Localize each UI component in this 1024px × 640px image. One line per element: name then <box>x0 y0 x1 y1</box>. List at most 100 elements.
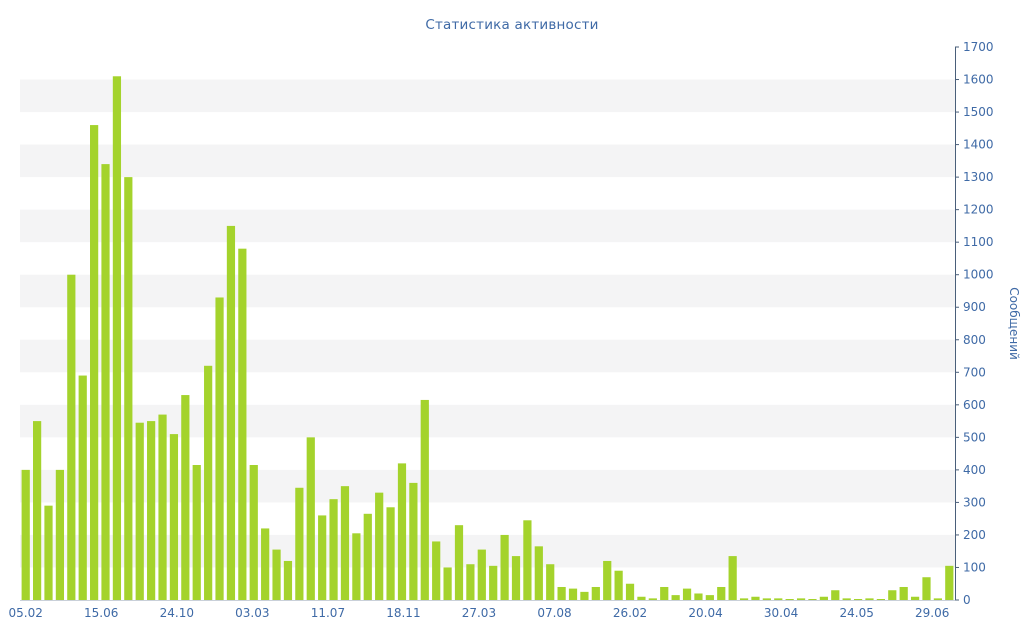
bar <box>922 577 931 600</box>
bar <box>226 225 236 600</box>
bar <box>78 375 87 600</box>
x-tick-label: 03.03 <box>235 606 269 620</box>
grid-band <box>20 79 955 113</box>
grid-band <box>20 404 955 438</box>
bar <box>511 556 521 600</box>
y-tick-label: 500 <box>963 430 986 444</box>
bar <box>33 421 42 600</box>
bar <box>181 395 190 600</box>
y-tick-label: 300 <box>963 495 986 509</box>
bar <box>705 595 714 600</box>
bar <box>842 598 851 600</box>
x-tick-label: 30.04 <box>764 606 798 620</box>
bar <box>409 482 418 600</box>
bar <box>557 586 566 600</box>
bar <box>375 492 384 600</box>
bar <box>489 565 498 600</box>
bar <box>215 297 224 600</box>
bar <box>660 586 669 600</box>
bar <box>614 570 623 600</box>
bar <box>671 595 680 600</box>
bar <box>831 590 840 600</box>
grid-band <box>20 209 955 243</box>
bar <box>534 546 543 600</box>
x-tick-label: 27.03 <box>462 606 496 620</box>
y-tick-label: 1300 <box>963 170 994 184</box>
bar <box>808 599 817 600</box>
bar <box>340 486 350 600</box>
bar <box>774 598 783 600</box>
bar <box>682 588 692 600</box>
bar <box>762 598 771 600</box>
bar <box>295 487 304 600</box>
bar <box>204 365 213 600</box>
x-tick-label: 29.06 <box>915 606 949 620</box>
bar <box>785 599 794 600</box>
bar <box>329 499 338 600</box>
bar <box>637 596 646 600</box>
y-tick-label: 100 <box>963 560 986 574</box>
bar <box>728 556 737 600</box>
bar <box>454 525 464 600</box>
bar <box>318 515 327 600</box>
y-tick-label: 1200 <box>963 203 994 217</box>
y-tick-label: 200 <box>963 528 986 542</box>
bar <box>819 596 828 600</box>
bar <box>21 469 30 600</box>
bar <box>386 507 395 600</box>
bar <box>888 590 897 600</box>
bar <box>306 437 315 600</box>
x-tick-label: 18.11 <box>386 606 420 620</box>
y-tick-label: 600 <box>963 398 986 412</box>
x-tick-label: 26.02 <box>613 606 647 620</box>
x-tick-label: 11.07 <box>311 606 345 620</box>
bar <box>739 598 749 600</box>
bar <box>352 533 361 600</box>
bar <box>261 528 270 600</box>
bar <box>899 586 908 600</box>
grid-band <box>20 274 955 308</box>
y-tick-label: 800 <box>963 333 986 347</box>
bar <box>933 598 942 600</box>
bar <box>67 274 76 600</box>
x-tick-label: 24.05 <box>840 606 874 620</box>
y-tick-label: 900 <box>963 300 986 314</box>
bar <box>363 513 372 600</box>
y-tick-label: 1500 <box>963 105 994 119</box>
bar <box>135 422 144 600</box>
y-tick-label: 1000 <box>963 268 994 282</box>
bar <box>910 596 920 600</box>
bar <box>397 463 407 600</box>
bar <box>500 534 509 600</box>
bar <box>443 567 452 600</box>
x-tick-label: 20.04 <box>688 606 722 620</box>
bar <box>865 598 874 600</box>
bar <box>272 549 281 600</box>
bar <box>90 125 99 600</box>
y-tick-label: 0 <box>963 593 971 607</box>
chart-title: Статистика активности <box>425 17 599 33</box>
bar <box>853 599 863 600</box>
bar <box>101 164 110 601</box>
bar <box>432 541 441 600</box>
bar <box>648 598 657 600</box>
bar <box>751 596 760 600</box>
bar <box>192 465 201 600</box>
bar <box>420 399 429 600</box>
bar <box>546 564 555 600</box>
bar <box>945 565 954 600</box>
bar <box>796 598 806 600</box>
bar <box>591 586 600 600</box>
grid-band <box>20 144 955 178</box>
bar <box>44 505 53 600</box>
bar <box>625 583 635 600</box>
y-tick-label: 700 <box>963 365 986 379</box>
y-tick-label: 1700 <box>963 40 994 54</box>
bar <box>717 586 726 600</box>
bar <box>603 560 612 600</box>
x-tick-label: 07.08 <box>537 606 571 620</box>
bar <box>580 591 589 600</box>
bar <box>112 76 122 600</box>
bar <box>523 520 532 600</box>
